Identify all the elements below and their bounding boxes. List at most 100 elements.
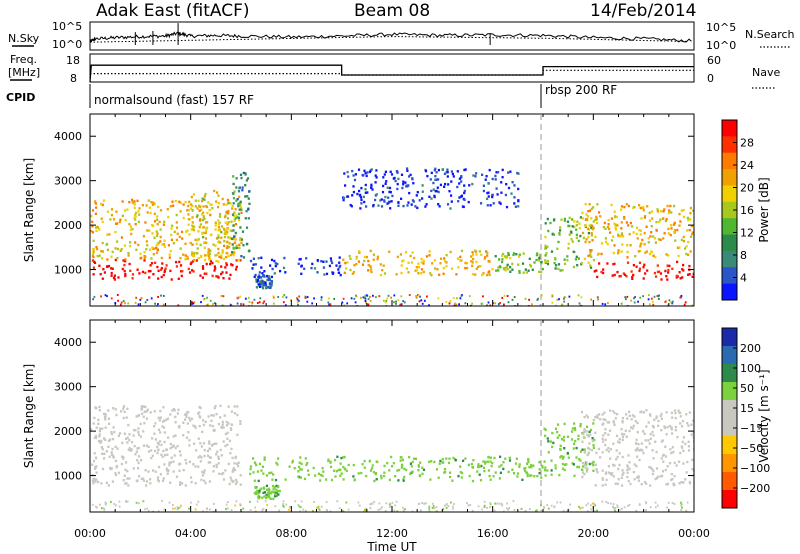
heatmap-cell — [498, 201, 501, 204]
heatmap-cell — [230, 263, 233, 266]
heatmap-cell — [471, 261, 474, 264]
heatmap-cell — [199, 455, 202, 458]
heatmap-cell — [408, 191, 411, 195]
heatmap-cell — [418, 300, 421, 303]
heatmap-cell — [191, 224, 194, 227]
heatmap-cell — [591, 224, 594, 228]
heatmap-cell — [190, 501, 192, 504]
heatmap-cell — [305, 463, 308, 466]
heatmap-cell — [648, 303, 651, 306]
heatmap-cell — [158, 419, 161, 422]
heatmap-cell — [416, 191, 419, 194]
heatmap-cell — [190, 476, 193, 479]
heatmap-cell — [180, 270, 183, 273]
heatmap-cell — [94, 456, 98, 459]
heatmap-cell — [445, 261, 448, 264]
heatmap-cell — [609, 448, 612, 451]
heatmap-cell — [156, 476, 160, 479]
heatmap-cell — [153, 425, 156, 428]
heatmap-cell — [430, 460, 433, 463]
heatmap-cell — [95, 478, 98, 481]
heatmap-cell — [225, 508, 227, 511]
heatmap-cell — [381, 506, 383, 509]
heatmap-cell — [601, 478, 604, 481]
heatmap-cell — [166, 472, 169, 475]
noise-series — [89, 23, 692, 45]
heatmap-cell — [362, 195, 365, 199]
heatmap-cell — [268, 496, 271, 499]
heatmap-cell — [235, 186, 238, 189]
heatmap-cell — [231, 480, 234, 483]
heatmap-cell — [544, 254, 547, 257]
heatmap-cell — [223, 232, 226, 235]
nsky-tick-high: 10^5 — [52, 20, 82, 33]
heatmap-cell — [145, 417, 148, 420]
heatmap-cell — [220, 265, 223, 268]
heatmap-cell — [163, 269, 167, 272]
heatmap-cell — [515, 253, 518, 256]
heatmap-cell — [433, 169, 436, 172]
heatmap-cell — [463, 189, 466, 193]
colorbar-tick-label: 200 — [740, 342, 761, 355]
heatmap-cell — [319, 473, 322, 477]
heatmap-cell — [428, 510, 431, 512]
heatmap-cell — [591, 439, 594, 443]
heatmap-cell — [254, 506, 256, 509]
x-tick-label: 04:00 — [175, 527, 207, 540]
heatmap-cell — [191, 269, 194, 272]
heatmap-cell — [616, 224, 619, 227]
heatmap-cell — [439, 262, 442, 265]
heatmap-cell — [687, 218, 690, 222]
heatmap-cell — [590, 234, 593, 237]
heatmap-cell — [663, 426, 666, 429]
heatmap-cell — [201, 430, 204, 434]
heatmap-cell — [595, 218, 598, 221]
heatmap-cell — [687, 273, 690, 276]
heatmap-cell — [204, 420, 207, 424]
heatmap-cell — [590, 232, 593, 235]
heatmap-cell — [159, 235, 162, 239]
heatmap-cell — [121, 441, 124, 445]
heatmap-cell — [634, 420, 637, 423]
heatmap-cell — [400, 197, 403, 200]
heatmap-cell — [216, 275, 219, 278]
heatmap-cell — [516, 475, 519, 478]
heatmap-cell — [190, 417, 193, 420]
heatmap-cell — [171, 445, 174, 449]
heatmap-cell — [142, 500, 145, 503]
heatmap-cell — [177, 304, 180, 306]
heatmap-cell — [282, 504, 284, 507]
heatmap-cell — [127, 302, 130, 305]
heatmap-cell — [333, 469, 336, 472]
heatmap-cell — [649, 466, 652, 469]
heatmap-cell — [540, 270, 543, 274]
heatmap-cell — [163, 270, 166, 274]
heatmap-cell — [483, 506, 486, 508]
heatmap-cell — [254, 273, 257, 277]
heatmap-cell — [434, 267, 437, 270]
heatmap-cell — [179, 256, 182, 260]
heatmap-cell — [657, 424, 660, 427]
heatmap-cell — [659, 414, 662, 418]
heatmap-cell — [231, 470, 234, 473]
heatmap-cell — [168, 256, 171, 259]
heatmap-cell — [380, 477, 383, 480]
heatmap-cell — [565, 463, 568, 466]
heatmap-cell — [268, 471, 271, 475]
heatmap-cell — [592, 422, 595, 425]
heatmap-cell — [522, 271, 525, 274]
heatmap-cell — [626, 261, 630, 264]
heatmap-cell — [644, 214, 647, 218]
heatmap-cell — [263, 495, 266, 498]
heatmap-cell — [256, 490, 259, 493]
heatmap-cell — [463, 191, 466, 195]
heatmap-cell — [626, 244, 629, 247]
heatmap-cell — [112, 276, 116, 280]
heatmap-cell — [552, 233, 555, 236]
heatmap-cell — [371, 188, 374, 191]
heatmap-cell — [226, 230, 229, 234]
heatmap-cell — [587, 446, 590, 450]
power-heatmap — [90, 167, 694, 306]
heatmap-cell — [383, 464, 386, 468]
heatmap-cell — [540, 260, 543, 264]
